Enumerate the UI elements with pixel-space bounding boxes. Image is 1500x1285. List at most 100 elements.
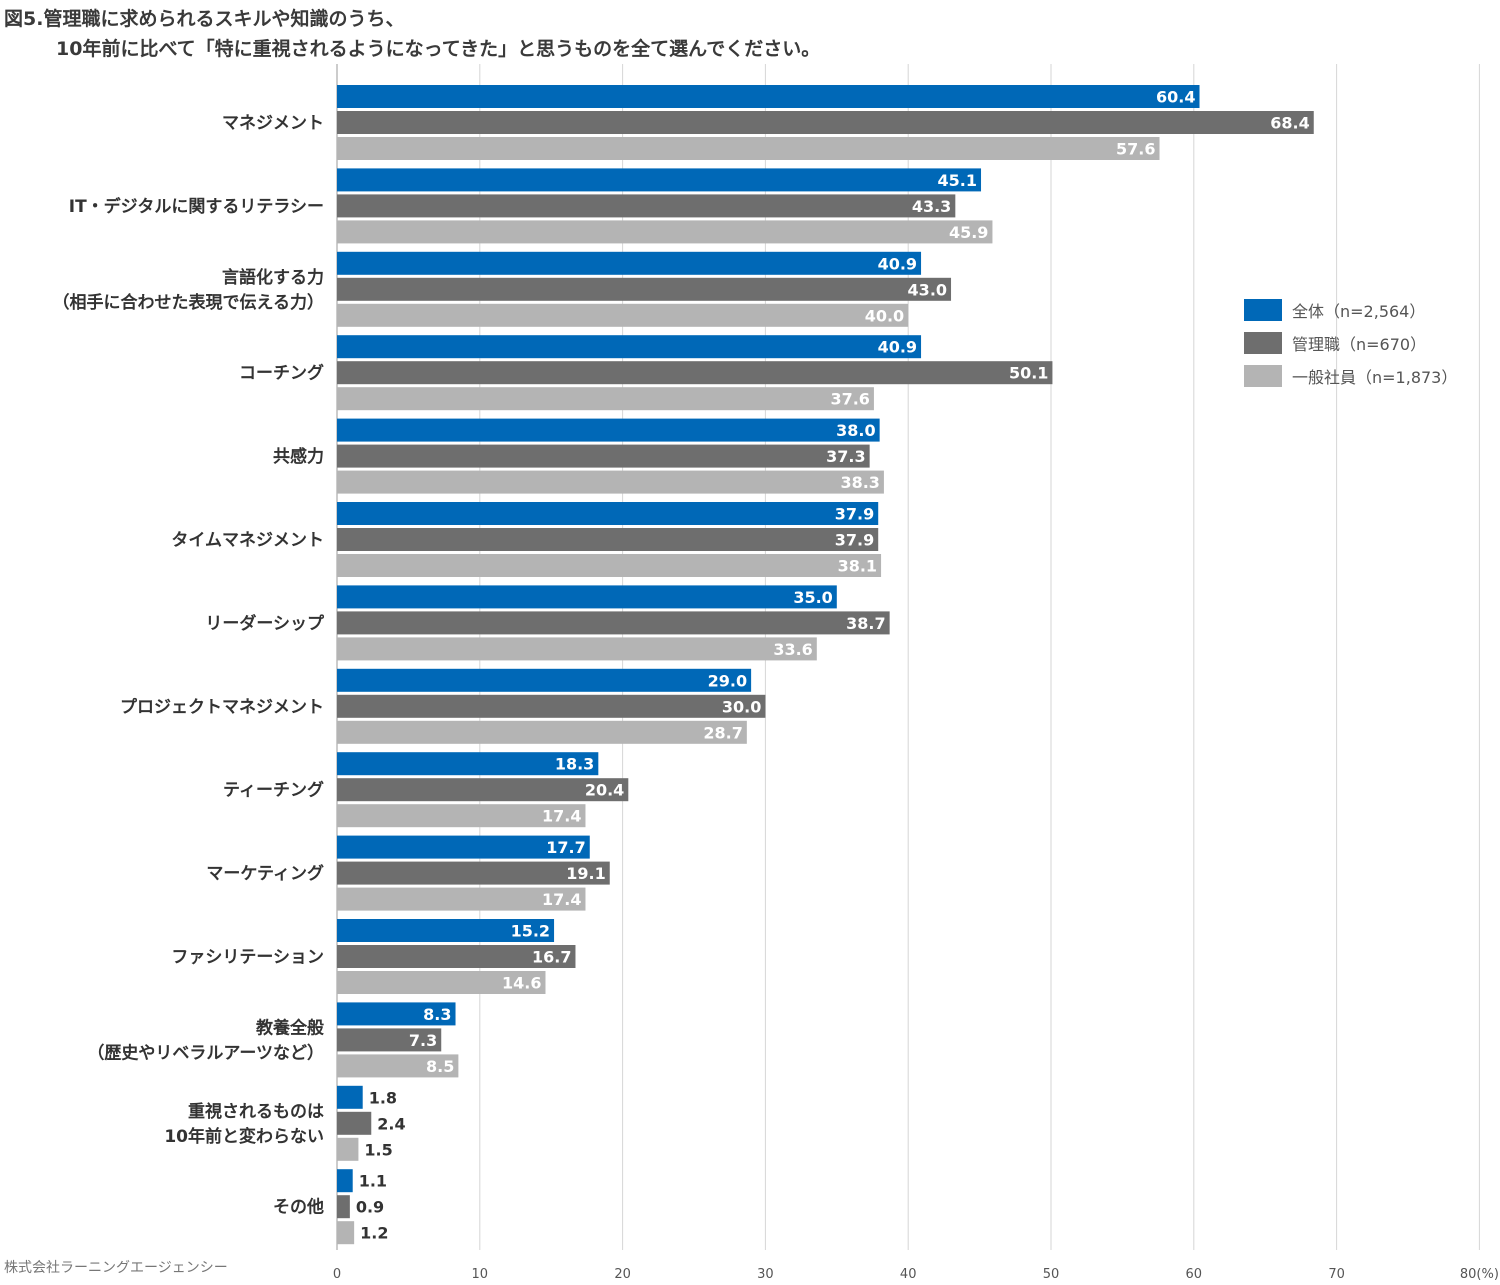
bar <box>337 804 586 828</box>
value-label: 18.3 <box>555 755 594 774</box>
bar <box>337 945 576 968</box>
value-label: 37.6 <box>830 390 869 409</box>
bar <box>337 585 837 609</box>
bar <box>337 752 599 776</box>
legend-item-all: 全体（n=2,564） <box>1244 293 1457 326</box>
value-label: 50.1 <box>1009 364 1048 383</box>
value-label: 40.9 <box>878 254 917 273</box>
bar <box>337 611 890 635</box>
bar <box>337 1002 456 1026</box>
legend-item-managers: 管理職（n=670） <box>1244 326 1457 359</box>
value-label: 37.3 <box>826 447 865 466</box>
bar <box>337 694 766 718</box>
bar <box>337 778 629 802</box>
value-label: 45.9 <box>949 223 988 242</box>
value-label: 37.9 <box>835 505 874 524</box>
bar <box>337 1137 359 1161</box>
bar <box>337 361 1053 385</box>
category-label: 10年前と変わらない <box>164 1126 324 1147</box>
category-label: （相手に合わせた表現で伝える力） <box>53 292 325 313</box>
value-label: 20.4 <box>585 781 624 800</box>
value-label: 17.4 <box>542 807 581 826</box>
bar <box>337 1221 355 1245</box>
category-label: ティーチング <box>223 780 324 801</box>
bar <box>337 220 993 244</box>
legend-swatch-all <box>1244 298 1282 321</box>
bar <box>337 1111 372 1135</box>
value-label: 16.7 <box>532 948 571 967</box>
value-label: 33.6 <box>773 640 812 659</box>
bar <box>337 387 874 411</box>
value-label: 38.3 <box>840 473 879 492</box>
bar <box>337 668 752 692</box>
value-label: 57.6 <box>1116 140 1155 159</box>
category-label: マネジメント <box>222 114 324 134</box>
bar <box>337 194 956 218</box>
category-label: プロジェクトマネジメント <box>120 696 324 717</box>
value-label: 43.0 <box>908 280 947 299</box>
bar <box>337 1028 442 1052</box>
value-label: 45.1 <box>938 171 977 190</box>
value-label: 68.4 <box>1270 114 1309 133</box>
category-label: 言語化する力 <box>222 267 324 288</box>
bar <box>337 637 817 661</box>
bar <box>337 1085 363 1109</box>
bar <box>337 1054 459 1078</box>
x-tick-label: 80(%) <box>1460 1267 1499 1282</box>
value-label: 8.3 <box>423 1005 451 1024</box>
legend-swatch-employees <box>1244 364 1282 387</box>
legend-label-all: 全体（n=2,564） <box>1292 301 1426 321</box>
value-label: 35.0 <box>793 588 832 607</box>
value-label: 1.2 <box>360 1224 388 1243</box>
category-label: IT・デジタルに関するリテラシー <box>69 196 324 217</box>
bar <box>337 418 880 442</box>
value-label: 40.0 <box>865 306 904 325</box>
x-tick-label: 60 <box>1186 1267 1203 1282</box>
bar <box>337 470 884 494</box>
value-label: 17.4 <box>542 890 581 909</box>
value-label: 19.1 <box>566 864 605 883</box>
value-label: 60.4 <box>1156 88 1195 107</box>
legend-item-employees: 一般社員（n=1,873） <box>1244 359 1457 392</box>
x-tick-label: 0 <box>333 1267 341 1282</box>
bar <box>337 277 952 301</box>
value-label: 40.9 <box>878 338 917 357</box>
value-label: 0.9 <box>356 1198 384 1217</box>
bar <box>337 861 610 885</box>
category-label: 重視されるものは <box>188 1101 324 1122</box>
category-label: 教養全般 <box>255 1017 324 1038</box>
legend-swatch-managers <box>1244 331 1282 354</box>
bar <box>337 528 879 551</box>
bar <box>337 887 586 911</box>
bar <box>337 919 555 942</box>
value-label: 17.7 <box>546 838 585 857</box>
bar <box>337 168 982 192</box>
value-label: 43.3 <box>912 197 951 216</box>
category-label: 共感力 <box>273 446 324 467</box>
value-label: 14.6 <box>502 974 541 993</box>
category-label: コーチング <box>239 363 324 384</box>
legend-label-employees: 一般社員（n=1,873） <box>1292 367 1458 387</box>
bar <box>337 1169 353 1193</box>
credit-text: 株式会社ラーニングエージェンシー <box>4 1260 228 1276</box>
x-tick-label: 10 <box>472 1267 489 1282</box>
bar <box>337 111 1314 134</box>
legend: 全体（n=2,564） 管理職（n=670） 一般社員（n=1,873） <box>1244 293 1457 392</box>
legend-label-managers: 管理職（n=670） <box>1292 334 1427 354</box>
bar <box>337 502 879 525</box>
bar <box>337 1195 350 1219</box>
bar <box>337 971 546 994</box>
bar <box>337 251 922 275</box>
x-tick-label: 20 <box>614 1267 631 1282</box>
value-label: 30.0 <box>722 697 761 716</box>
value-label: 1.1 <box>359 1172 387 1191</box>
value-label: 8.5 <box>426 1057 454 1076</box>
category-label: リーダーシップ <box>205 613 325 634</box>
bar <box>337 137 1160 160</box>
bar <box>337 554 882 577</box>
value-label: 2.4 <box>377 1114 405 1133</box>
value-label: 38.1 <box>838 557 877 576</box>
x-tick-label: 30 <box>757 1267 774 1282</box>
category-label: （歴史やリベラルアーツなど） <box>87 1042 324 1063</box>
